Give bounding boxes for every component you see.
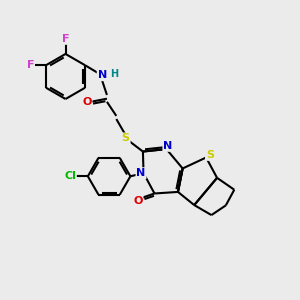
Text: Cl: Cl: [64, 171, 76, 181]
Text: F: F: [62, 34, 69, 44]
Text: N: N: [98, 70, 107, 80]
Text: H: H: [110, 69, 118, 79]
Text: F: F: [27, 60, 34, 70]
Text: S: S: [122, 134, 130, 143]
Text: O: O: [133, 196, 142, 206]
Text: N: N: [163, 141, 172, 151]
Text: S: S: [206, 150, 214, 160]
Text: N: N: [136, 168, 146, 178]
Text: O: O: [82, 97, 92, 107]
